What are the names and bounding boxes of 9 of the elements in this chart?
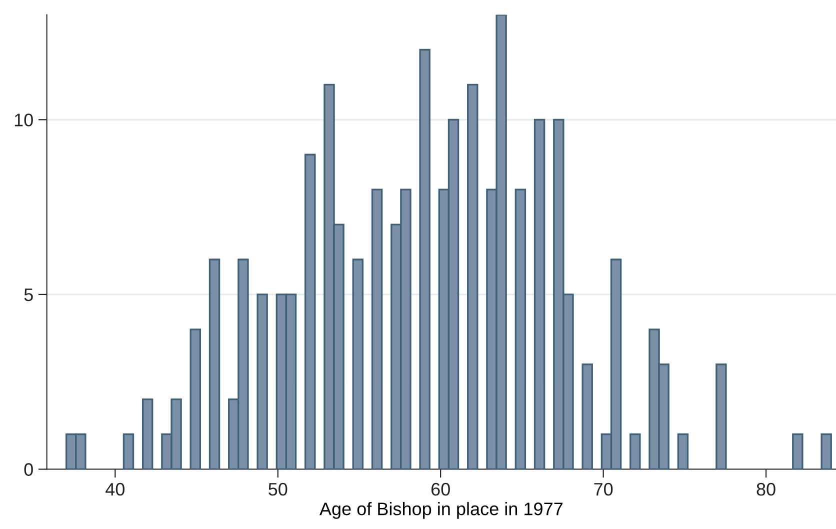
y-tick-label: 5: [24, 288, 33, 302]
x-tick-label: 80: [756, 482, 776, 496]
x-tick-label: 70: [594, 482, 613, 496]
x-axis-title: Age of Bishop in place in 1977: [319, 502, 562, 519]
y-tick-label: 10: [14, 114, 33, 126]
x-tick-label: 60: [431, 482, 450, 496]
x-tick-label: 40: [106, 482, 124, 496]
x-tick-label: 50: [268, 482, 288, 496]
y-tick-label: 0: [24, 463, 33, 476]
